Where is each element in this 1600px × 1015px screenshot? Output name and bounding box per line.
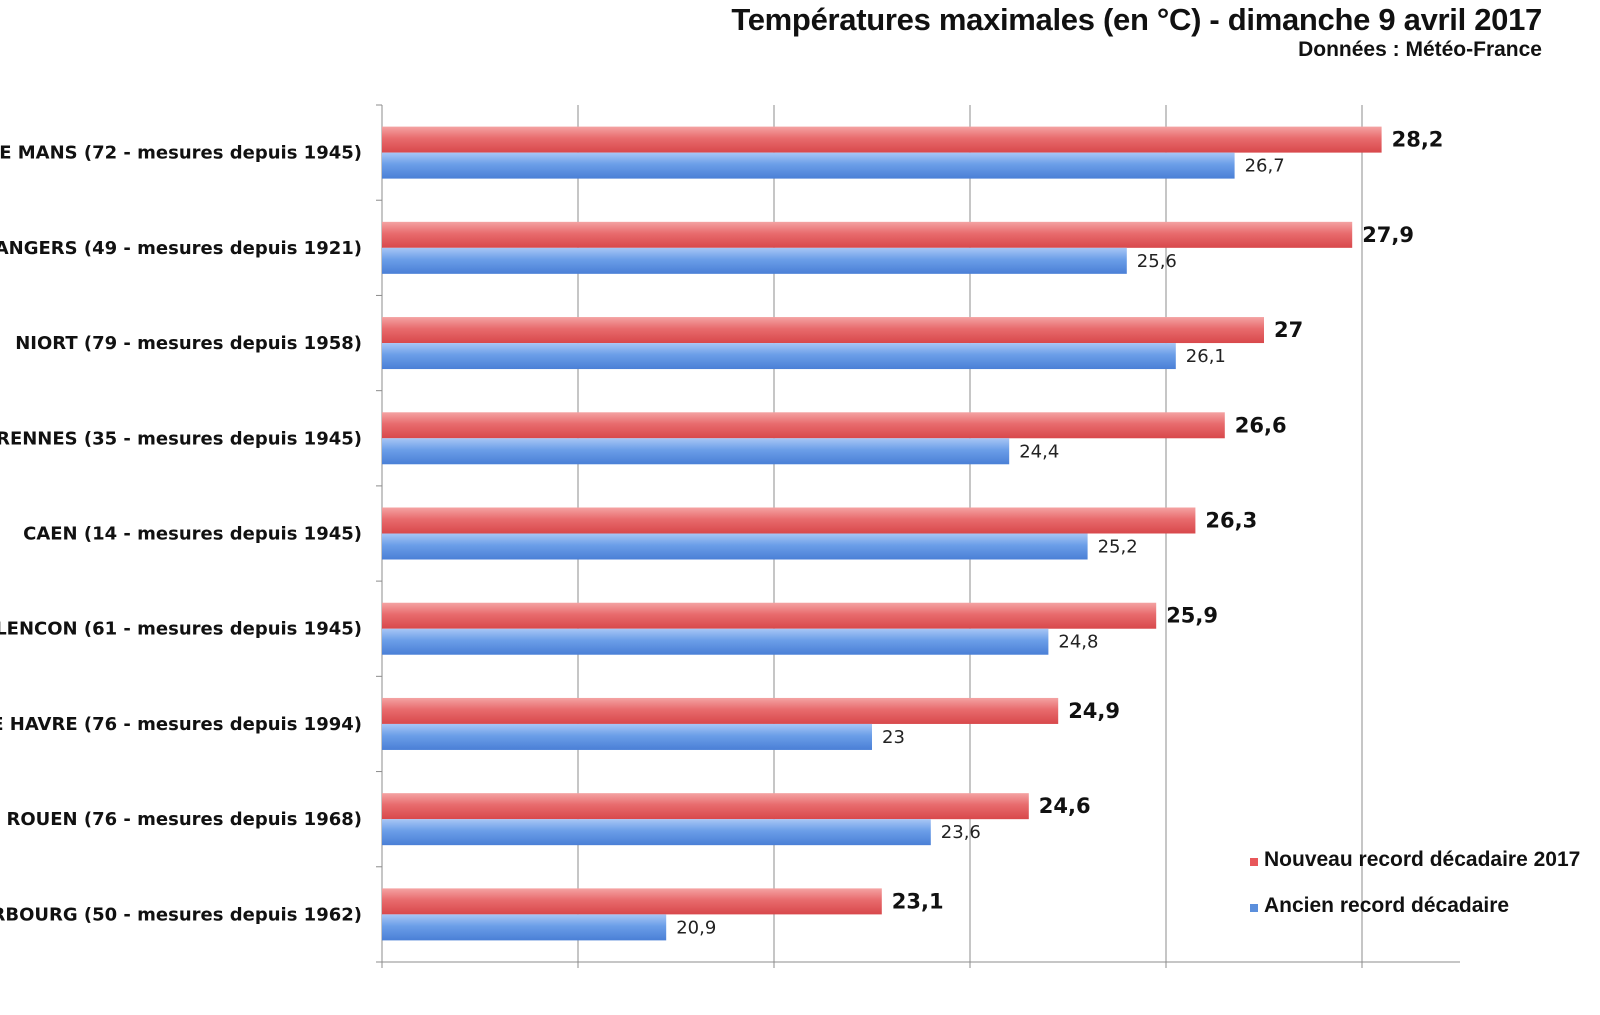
data-label-old-record: 24,8: [1058, 632, 1098, 653]
data-label-old-record: 20,9: [676, 917, 716, 938]
data-label-new-record: 23,1: [892, 889, 944, 913]
bar-new-record: [382, 602, 1157, 629]
chart-subtitle: Données : Météo-France: [1298, 38, 1542, 61]
category-label: CHERBOURG (50 - mesures depuis 1962): [0, 904, 362, 925]
bar-old-record: [382, 533, 1088, 560]
data-label-old-record: 23,6: [941, 822, 981, 843]
data-label-new-record: 25,9: [1166, 604, 1218, 628]
legend-item-old-record: Ancien record décadaire: [1250, 894, 1580, 918]
data-label-old-record: 25,6: [1137, 251, 1177, 272]
bar-old-record: [382, 152, 1235, 179]
category-label: ROUEN (76 - mesures depuis 1968): [6, 809, 362, 830]
bar-new-record: [382, 697, 1059, 724]
bar-new-record: [382, 507, 1196, 534]
category-label: LE MANS (72 - mesures depuis 1945): [0, 143, 362, 164]
bar-old-record: [382, 343, 1176, 370]
legend-swatch-red: [1250, 858, 1258, 866]
bar-old-record: [382, 723, 872, 750]
category-label: ANGERS (49 - mesures depuis 1921): [0, 238, 362, 259]
bar-new-record: [382, 793, 1029, 820]
category-label: ALENCON (61 - mesures depuis 1945): [0, 619, 362, 640]
bar-new-record: [382, 221, 1353, 248]
bar-old-record: [382, 438, 1010, 465]
legend: Nouveau record décadaire 2017 Ancien rec…: [1250, 848, 1580, 940]
bar-old-record: [382, 628, 1049, 655]
data-label-new-record: 28,2: [1392, 128, 1444, 152]
category-label: RENNES (35 - mesures depuis 1945): [0, 428, 362, 449]
bar-new-record: [382, 126, 1382, 153]
data-label-new-record: 26,3: [1205, 509, 1257, 533]
data-label-new-record: 24,9: [1068, 699, 1120, 723]
legend-swatch-blue: [1250, 904, 1258, 912]
legend-label-old-record: Ancien record décadaire: [1264, 894, 1510, 917]
data-label-old-record: 26,1: [1186, 346, 1226, 367]
legend-label-new-record: Nouveau record décadaire 2017: [1264, 848, 1581, 871]
data-label-new-record: 26,6: [1235, 413, 1287, 437]
category-label: CAEN (14 - mesures depuis 1945): [23, 524, 362, 545]
bar-old-record: [382, 914, 667, 941]
data-label-new-record: 24,6: [1039, 794, 1091, 818]
bar-old-record: [382, 247, 1127, 274]
legend-item-new-record: Nouveau record décadaire 2017: [1250, 848, 1580, 872]
data-label-old-record: 23: [882, 727, 905, 748]
data-label-old-record: 25,2: [1098, 537, 1138, 558]
bar-new-record: [382, 317, 1264, 344]
chart-title: Températures maximales (en °C) - dimanch…: [731, 2, 1542, 37]
category-label: NIORT (79 - mesures depuis 1958): [15, 333, 362, 354]
data-label-new-record: 27,9: [1362, 223, 1414, 247]
data-label-old-record: 26,7: [1245, 156, 1285, 177]
data-label-new-record: 27: [1274, 318, 1303, 342]
data-label-old-record: 24,4: [1019, 441, 1059, 462]
bar-new-record: [382, 412, 1225, 439]
bar-new-record: [382, 888, 882, 915]
bar-old-record: [382, 819, 931, 846]
category-label: LE HAVRE (76 - mesures depuis 1994): [0, 714, 362, 735]
